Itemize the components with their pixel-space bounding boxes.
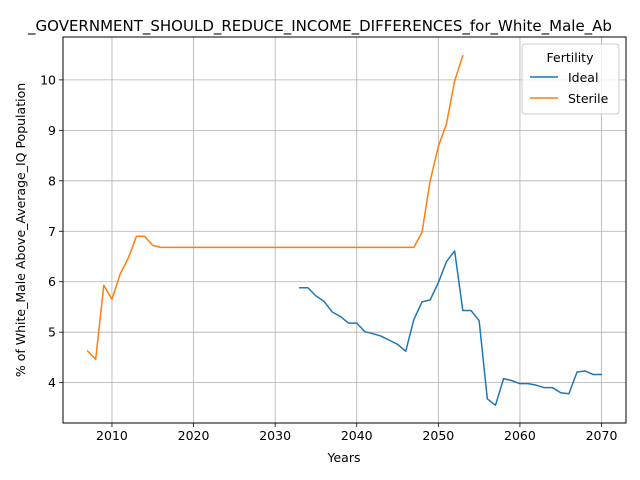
y-tick-label: 4	[48, 375, 56, 390]
legend-box	[521, 43, 620, 115]
x-tick-label: 2060	[504, 428, 536, 443]
legend-label-sterile: Sterile	[568, 91, 609, 106]
x-axis-label: Years	[327, 450, 361, 465]
legend: Fertility Ideal Sterile	[521, 43, 620, 115]
y-tick-label: 7	[48, 224, 56, 239]
chart-title: _GOVERNMENT_SHOULD_REDUCE_INCOME_DIFFERE…	[27, 17, 612, 36]
series-line-sterile	[86, 54, 464, 361]
x-tick-label: 2040	[341, 428, 373, 443]
x-tick-label: 2050	[422, 428, 454, 443]
y-tick-label: 8	[48, 173, 56, 188]
x-tick-label: 2020	[178, 428, 210, 443]
y-axis: 4 5 6 7 8 9 10	[40, 72, 63, 390]
y-tick-label: 9	[48, 123, 56, 138]
x-axis: 2010 2020 2030 2040 2050 2060 2070	[96, 423, 617, 443]
y-tick-label: 10	[40, 72, 56, 87]
legend-label-ideal: Ideal	[568, 70, 598, 85]
y-axis-label: % of White_Male Above_Average_IQ Populat…	[13, 83, 28, 377]
x-tick-label: 2010	[96, 428, 128, 443]
legend-title: Fertility	[547, 50, 595, 65]
y-tick-label: 5	[48, 325, 56, 340]
y-tick-label: 6	[48, 274, 56, 289]
x-tick-label: 2070	[586, 428, 618, 443]
series-line-ideal	[298, 250, 603, 407]
plot-frame	[62, 36, 627, 424]
x-tick-label: 2030	[259, 428, 291, 443]
series-layer	[86, 54, 603, 407]
